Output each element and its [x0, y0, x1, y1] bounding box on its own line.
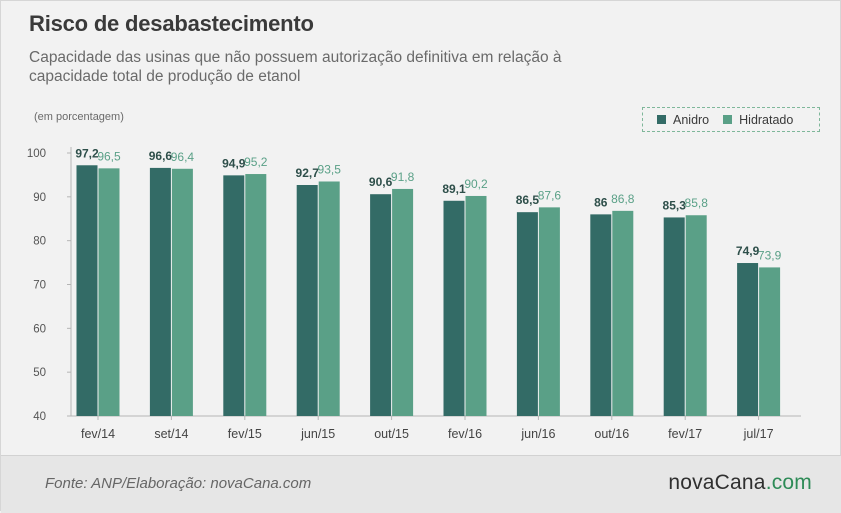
data-label-hidratado: 86,8 [611, 192, 635, 206]
data-label-hidratado: 85,8 [685, 196, 709, 210]
data-label-anidro: 90,6 [369, 175, 393, 189]
bar-hidratado [465, 195, 487, 416]
bar-hidratado [245, 174, 267, 416]
bar-anidro [663, 217, 685, 416]
legend-label-hidratado: Hidratado [739, 112, 794, 127]
bar-anidro [149, 167, 171, 416]
y-tick-label: 70 [33, 280, 46, 292]
data-label-hidratado: 96,5 [97, 149, 121, 163]
logo-main: novaCana [668, 471, 766, 494]
data-label-hidratado: 90,2 [464, 177, 488, 191]
x-tick-label: out/15 [374, 427, 409, 441]
data-label-anidro: 86,5 [516, 193, 540, 207]
y-tick-label: 60 [33, 323, 46, 335]
unit-note: (em porcentagem) [34, 111, 124, 123]
bar-anidro [516, 212, 538, 416]
bar-hidratado [612, 210, 634, 416]
data-label-hidratado: 95,2 [244, 155, 268, 169]
x-tick-label: jun/16 [520, 427, 555, 441]
bar-hidratado [318, 181, 340, 416]
logo-suffix: .com [765, 471, 812, 494]
bar-hidratado [759, 267, 781, 416]
y-tick-label: 100 [27, 148, 46, 160]
y-tick-label: 90 [33, 192, 46, 204]
legend-item-hidratado: Hidratado [723, 113, 793, 127]
bar-anidro [223, 175, 245, 416]
brand-logo: novaCana.com [668, 471, 812, 495]
y-tick-label: 80 [33, 236, 46, 248]
legend-label-anidro: Anidro [673, 112, 710, 127]
data-label-hidratado: 96,4 [171, 150, 195, 164]
legend-swatch-hidratado [723, 115, 733, 124]
bar-anidro [590, 214, 612, 416]
data-label-anidro: 97,2 [75, 146, 99, 160]
data-label-hidratado: 91,8 [391, 170, 415, 184]
data-label-hidratado: 73,9 [758, 248, 782, 262]
data-label-hidratado: 87,6 [538, 188, 562, 202]
y-tick-label: 50 [33, 367, 46, 379]
x-tick-label: out/16 [594, 427, 629, 441]
data-label-anidro: 89,1 [442, 182, 466, 196]
bar-anidro [370, 194, 392, 416]
x-tick-label: fev/14 [81, 427, 115, 441]
chart-title: Risco de desabastecimento [29, 11, 314, 36]
chart-legend: Anidro Hidratado [642, 107, 820, 132]
y-tick-label: 40 [33, 411, 46, 423]
chart-subtitle: Capacidade das usinas que não possuem au… [29, 49, 562, 85]
bar-chart: 40 50 60 70 80 90 100 97,296,5 fev/14 96,696,4 set… [27, 146, 801, 441]
x-tick-label: jun/15 [300, 427, 335, 441]
bar-hidratado [171, 168, 193, 416]
x-tick-label: jul/17 [743, 427, 774, 441]
data-label-anidro: 92,7 [296, 166, 320, 180]
data-label-anidro: 74,9 [736, 244, 760, 258]
bar-hidratado [392, 188, 414, 416]
bar-hidratado [98, 168, 120, 416]
legend-item-anidro: Anidro [657, 113, 709, 127]
bar-anidro [737, 263, 759, 416]
bar-hidratado [685, 215, 707, 416]
footer: Fonte: ANP/Elaboração: novaCana.com nova… [1, 455, 841, 513]
x-tick-label: set/14 [154, 427, 188, 441]
bar-anidro [76, 165, 98, 416]
x-tick-label: fev/15 [228, 427, 262, 441]
source-note: Fonte: ANP/Elaboração: novaCana.com [45, 475, 312, 492]
data-label-anidro: 94,9 [222, 156, 246, 170]
bar-hidratado [538, 207, 560, 416]
bar-anidro [296, 184, 318, 416]
data-label-anidro: 85,3 [663, 198, 687, 212]
x-tick-label: fev/17 [668, 427, 702, 441]
data-label-anidro: 96,6 [149, 149, 173, 163]
data-label-anidro: 86 [594, 195, 608, 209]
x-tick-label: fev/16 [448, 427, 482, 441]
bar-anidro [443, 200, 465, 416]
legend-swatch-anidro [657, 115, 666, 124]
data-label-hidratado: 93,5 [318, 162, 342, 176]
